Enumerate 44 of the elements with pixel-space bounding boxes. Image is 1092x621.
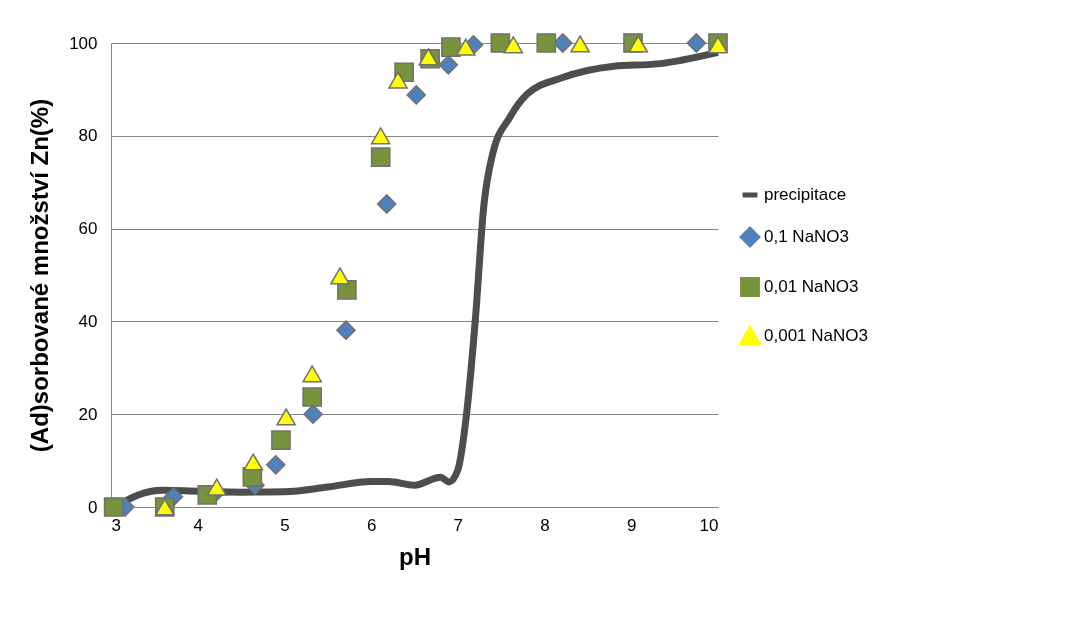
- point: [243, 453, 264, 471]
- point: [438, 54, 459, 75]
- point: [628, 35, 649, 53]
- x-tick-label: 8: [540, 515, 550, 535]
- point: [503, 36, 524, 54]
- y-tick-label: 40: [78, 311, 98, 331]
- point: [265, 454, 286, 475]
- y-tick-label: 20: [78, 404, 98, 424]
- x-axis-title: pH: [399, 542, 431, 570]
- y-tick-label: 60: [78, 219, 98, 239]
- point: [406, 85, 427, 105]
- point: [370, 147, 391, 167]
- legend-label: 0,001 NaNO3: [764, 326, 868, 345]
- point: [336, 320, 356, 341]
- x-tick-label: 6: [366, 515, 377, 535]
- point: [276, 408, 296, 426]
- x-tick-label: 7: [453, 515, 464, 535]
- legend-label: precipitace: [764, 185, 847, 204]
- y-tick-label: 100: [69, 33, 98, 53]
- legend-label: 0,1 NaNO3: [764, 227, 850, 246]
- point: [302, 365, 323, 383]
- point: [206, 478, 227, 496]
- x-tick-label: 4: [193, 515, 203, 535]
- x-tick-label: 10: [699, 515, 719, 535]
- point: [536, 33, 557, 53]
- point: [376, 194, 397, 214]
- y-tick-label: 0: [88, 497, 98, 517]
- x-tick-label: 5: [280, 515, 290, 535]
- point: [302, 387, 323, 407]
- point: [686, 33, 707, 53]
- legend-label: 0,01 NaNO3: [764, 277, 859, 296]
- point: [441, 37, 461, 58]
- point: [570, 35, 590, 53]
- point: [455, 38, 476, 56]
- point: [330, 267, 350, 285]
- point: [370, 127, 391, 145]
- y-tick-label: 80: [78, 126, 98, 146]
- point: [103, 497, 124, 517]
- point: [271, 430, 291, 451]
- point: [388, 71, 408, 89]
- x-tick-label: 9: [627, 515, 637, 535]
- y-axis-title: (Ad)sorbované množství Zn(%): [26, 98, 54, 453]
- point: [303, 404, 323, 425]
- x-tick-label: 3: [111, 515, 121, 535]
